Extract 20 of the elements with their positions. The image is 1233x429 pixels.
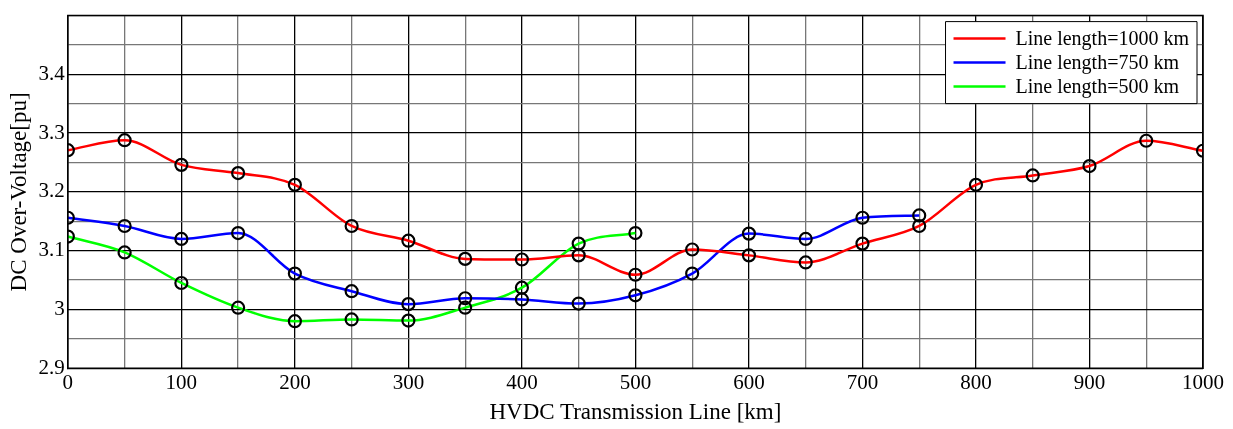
y-tick-label: 3	[54, 295, 65, 320]
y-tick-label: 3.2	[38, 178, 65, 203]
y-tick-label: 3.3	[38, 119, 65, 144]
legend-label: Line length=500 km	[1015, 74, 1180, 98]
legend-label: Line length=1000 km	[1015, 26, 1190, 50]
x-tick-label: 700	[846, 370, 879, 395]
x-tick-label: 900	[1073, 370, 1106, 395]
x-axis-title: HVDC Transmission Line [km]	[489, 399, 782, 425]
x-tick-label: 300	[392, 370, 425, 395]
x-tick-label: 800	[960, 370, 992, 395]
y-tick-label: 3.4	[38, 60, 66, 85]
x-tick-label: 400	[506, 370, 538, 395]
y-tick-label: 3.1	[38, 237, 65, 262]
legend-label: Line length=750 km	[1015, 50, 1180, 74]
y-axis-title: DC Over-Voltage[pu]	[5, 92, 31, 292]
x-tick-label: 100	[165, 370, 198, 395]
x-tick-label: 600	[733, 370, 765, 395]
x-tick-label: 200	[279, 370, 311, 395]
x-tick-label: 1000	[1182, 370, 1224, 395]
x-tick-label: 500	[619, 370, 652, 395]
